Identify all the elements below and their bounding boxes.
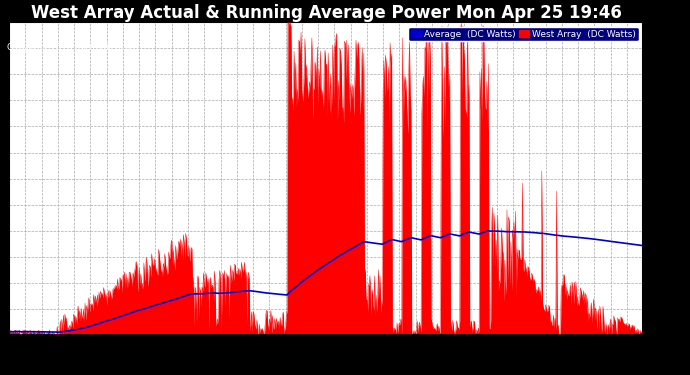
Legend: Average  (DC Watts), West Array  (DC Watts): Average (DC Watts), West Array (DC Watts… bbox=[408, 27, 639, 41]
Text: Copyright 2016 Cartronics.com: Copyright 2016 Cartronics.com bbox=[7, 43, 138, 52]
Title: West Array Actual & Running Average Power Mon Apr 25 19:46: West Array Actual & Running Average Powe… bbox=[31, 4, 622, 22]
